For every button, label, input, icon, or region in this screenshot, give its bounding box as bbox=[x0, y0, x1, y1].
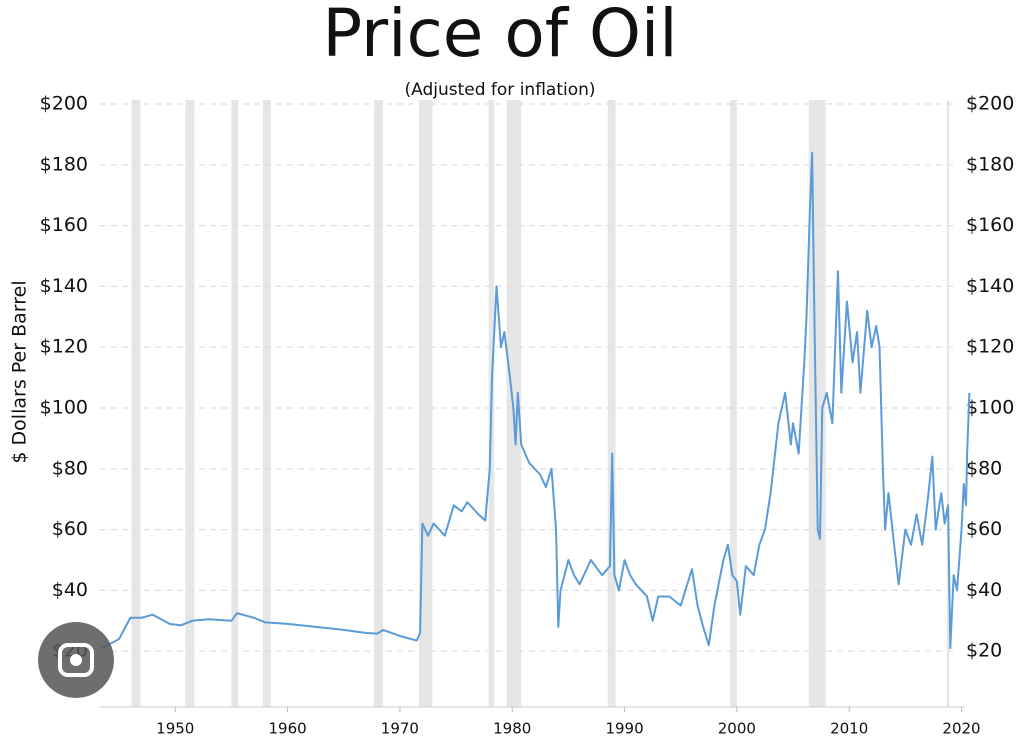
y2-tick-label: $120 bbox=[966, 336, 1014, 358]
lens-dot bbox=[70, 654, 82, 666]
y-tick-label: $140 bbox=[40, 275, 88, 297]
x-tick-label: 1960 bbox=[268, 720, 306, 738]
y2-tick-label: $200 bbox=[966, 93, 1014, 115]
chart-title: Price of Oil bbox=[322, 0, 677, 72]
y-tick-label: $80 bbox=[52, 457, 88, 479]
y-tick-label: $40 bbox=[52, 579, 88, 601]
recession-band bbox=[730, 100, 737, 707]
y-tick-label: $60 bbox=[52, 518, 88, 540]
y-tick-label: $100 bbox=[40, 397, 88, 419]
x-tick-label: 1970 bbox=[381, 720, 419, 738]
x-tick-label: 1950 bbox=[156, 720, 194, 738]
y2-tick-label: $20 bbox=[966, 640, 1002, 662]
x-tick-label: 2000 bbox=[718, 720, 756, 738]
recession-bands bbox=[131, 100, 950, 707]
y-tick-label: $200 bbox=[40, 93, 88, 115]
y2-tick-label: $60 bbox=[966, 518, 1002, 540]
y2-tick-label: $140 bbox=[966, 275, 1014, 297]
lens-frame bbox=[58, 643, 94, 677]
x-tick-label: 1980 bbox=[493, 720, 531, 738]
grid bbox=[100, 103, 965, 708]
y-tick-label: $160 bbox=[40, 214, 88, 236]
recession-band bbox=[131, 100, 141, 707]
chart-subtitle: (Adjusted for inflation) bbox=[404, 80, 595, 100]
y-tick-label: $180 bbox=[40, 153, 88, 175]
x-tick-label: 1990 bbox=[605, 720, 643, 738]
recession-band bbox=[185, 100, 195, 707]
y2-tick-label: $100 bbox=[966, 397, 1014, 419]
recession-band bbox=[262, 100, 271, 707]
y2-tick-label: $40 bbox=[966, 579, 1002, 601]
y-axis-label: $ Dollars Per Barrel bbox=[9, 280, 31, 463]
recession-band bbox=[607, 100, 616, 707]
y2-tick-label: $160 bbox=[966, 214, 1014, 236]
y2-tick-label: $180 bbox=[966, 153, 1014, 175]
recession-band bbox=[231, 100, 239, 707]
recession-band bbox=[506, 100, 522, 707]
recession-band bbox=[374, 100, 384, 707]
x-tick-label: 2020 bbox=[942, 720, 980, 738]
x-tick-label: 2010 bbox=[830, 720, 868, 738]
lens-icon bbox=[38, 622, 114, 698]
price-line bbox=[101, 151, 971, 650]
y2-tick-label: $80 bbox=[966, 457, 1002, 479]
y-tick-label: $120 bbox=[40, 336, 88, 358]
recession-band bbox=[946, 100, 950, 707]
